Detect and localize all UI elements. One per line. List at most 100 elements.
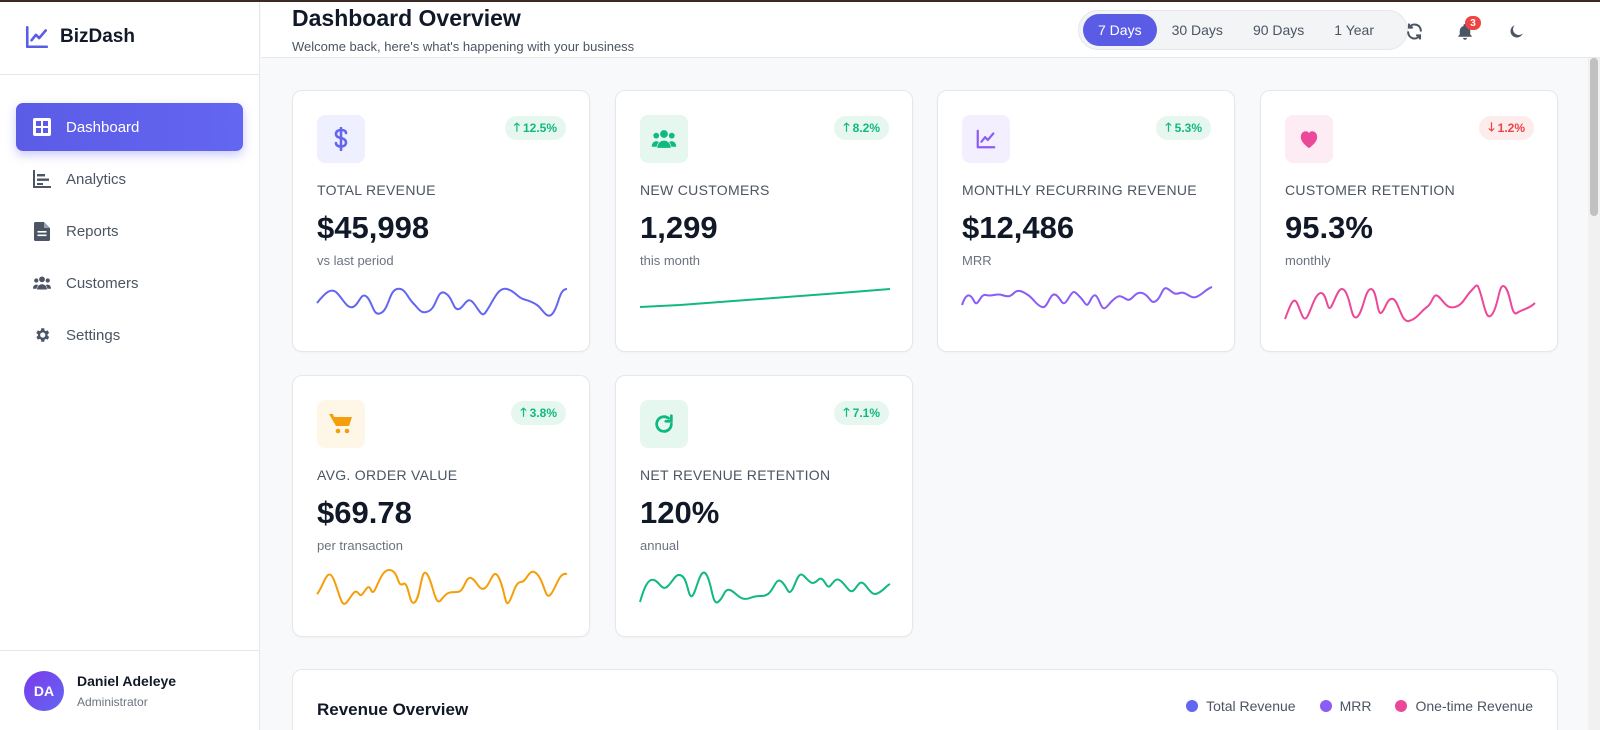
legend-item-mrr[interactable]: MRR (1319, 698, 1372, 714)
sidebar-item-analytics[interactable]: Analytics (16, 155, 243, 203)
sidebar-item-label: Customers (66, 274, 139, 292)
card-value: $12,486 (962, 210, 1075, 245)
dollar-icon (334, 127, 348, 151)
sidebar-item-customers[interactable]: Customers (16, 259, 243, 307)
change-value: 5.3% (1174, 121, 1202, 135)
gear-icon (33, 326, 51, 344)
card-subtext: per transaction (317, 538, 403, 553)
card-icon-box (640, 115, 688, 163)
card-label: NEW CUSTOMERS (640, 182, 770, 198)
arrow-up-icon: 🡑 (843, 119, 850, 134)
sparkline (316, 287, 568, 317)
range-90-days-button[interactable]: 90 Days (1252, 22, 1305, 38)
card-value: 1,299 (640, 210, 718, 245)
arrow-up-icon: 🡑 (513, 119, 520, 134)
change-badge: 🡑 7.1% (834, 401, 889, 425)
user-profile[interactable]: DA Daniel Adeleye Administrator (0, 650, 259, 730)
users-icon (651, 130, 677, 148)
page-title: Dashboard Overview (292, 5, 521, 31)
card-label: NET REVENUE RETENTION (640, 467, 831, 483)
sparkline (639, 571, 891, 604)
sidebar-item-label: Reports (66, 222, 119, 240)
range-7-days-button[interactable]: 7 Days (1083, 14, 1157, 46)
change-value: 7.1% (852, 406, 880, 420)
change-badge: 🡑 12.5% (504, 116, 566, 140)
brand-name: BizDash (60, 26, 135, 47)
scrollbar-track[interactable] (1588, 58, 1600, 730)
range-30-days-button[interactable]: 30 Days (1171, 22, 1223, 38)
arrow-down-icon: 🡓 (1488, 119, 1495, 134)
moon-icon (1509, 24, 1523, 38)
card-icon-box (962, 115, 1010, 163)
card-icon-box (640, 400, 688, 448)
arrow-up-icon: 🡑 (520, 404, 527, 419)
sparkline (639, 288, 891, 308)
card-icon-box (1285, 115, 1333, 163)
card-value: $45,998 (317, 210, 430, 245)
line-chart-icon (976, 129, 996, 149)
refresh-icon (1406, 22, 1422, 40)
metric-card-new-customers[interactable]: 🡑 8.2% NEW CUSTOMERS 1,299 this month (615, 90, 913, 352)
card-value: 95.3% (1285, 210, 1373, 245)
sidebar-item-reports[interactable]: Reports (16, 207, 243, 255)
change-value: 12.5% (522, 121, 557, 135)
legend-item-one-time-revenue[interactable]: One-time Revenue (1395, 698, 1533, 714)
card-label: CUSTOMER RETENTION (1285, 182, 1456, 198)
card-label: TOTAL REVENUE (317, 182, 436, 198)
card-subtext: monthly (1285, 253, 1331, 268)
sparkline (1284, 284, 1536, 323)
refresh-icon (655, 414, 673, 433)
revenue-overview-panel: Revenue Overview Total Revenue MRR One-t… (292, 669, 1558, 730)
metric-card-avg-order-value[interactable]: 🡑 3.8% AVG. ORDER VALUE $69.78 per transa… (292, 375, 590, 637)
chart-legend: Total Revenue MRR One-time Revenue (1186, 698, 1533, 714)
change-value: 1.2% (1497, 121, 1525, 135)
scrollbar-thumb[interactable] (1590, 58, 1598, 216)
brand[interactable]: BizDash (0, 0, 259, 75)
range-1-year-button[interactable]: 1 Year (1334, 22, 1375, 38)
notification-count-badge: 3 (1465, 16, 1481, 30)
sidebar-item-label: Dashboard (66, 118, 140, 136)
change-badge: 🡑 3.8% (511, 401, 566, 425)
change-value: 8.2% (852, 121, 880, 135)
user-role: Administrator (77, 694, 148, 709)
file-icon (33, 221, 51, 241)
card-value: 120% (640, 495, 720, 530)
legend-item-total-revenue[interactable]: Total Revenue (1186, 698, 1296, 714)
user-name: Daniel Adeleye (77, 672, 177, 689)
sidebar-item-dashboard[interactable]: Dashboard (16, 103, 243, 151)
arrow-up-icon: 🡑 (843, 404, 850, 419)
card-label: AVG. ORDER VALUE (317, 467, 458, 483)
legend-dot (1186, 700, 1199, 712)
sparkline (316, 568, 568, 605)
card-label: MONTHLY RECURRING REVENUE (962, 182, 1197, 198)
dark-mode-toggle[interactable] (1505, 20, 1527, 42)
metric-card-total-revenue[interactable]: 🡑 12.5% TOTAL REVENUE $45,998 vs last per… (292, 90, 590, 352)
legend-label: One-time Revenue (1415, 698, 1533, 714)
window-top-border (0, 0, 1600, 2)
sidebar-item-label: Settings (66, 326, 121, 344)
change-value: 3.8% (529, 406, 557, 420)
page-subtitle: Welcome back, here's what's happening wi… (292, 39, 635, 54)
legend-label: MRR (1339, 698, 1372, 714)
notifications-button[interactable]: 3 (1454, 16, 1481, 42)
avatar: DA (24, 670, 64, 711)
line-chart-icon (25, 25, 49, 49)
sidebar: BizDash Dashboard Analytics Reports Cust… (0, 0, 260, 730)
legend-dot (1395, 700, 1408, 712)
card-value: $69.78 (317, 495, 412, 530)
metric-card-customer-retention[interactable]: 🡓 1.2% CUSTOMER RETENTION 95.3% monthly (1260, 90, 1558, 352)
arrow-up-icon: 🡑 (1165, 119, 1172, 134)
heart-icon (1300, 131, 1318, 149)
metric-card-net-revenue-retention[interactable]: 🡑 7.1% NET REVENUE RETENTION 120% annual (615, 375, 913, 637)
sidebar-item-label: Analytics (66, 170, 127, 188)
change-badge: 🡓 1.2% (1479, 116, 1534, 140)
users-icon (33, 274, 51, 292)
change-badge: 🡑 8.2% (834, 116, 889, 140)
sidebar-nav: Dashboard Analytics Reports Customers Se… (0, 75, 259, 359)
sidebar-item-settings[interactable]: Settings (16, 311, 243, 359)
card-subtext: MRR (962, 253, 992, 268)
metric-card-mrr[interactable]: 🡑 5.3% MONTHLY RECURRING REVENUE $12,486 … (937, 90, 1235, 352)
top-header: Dashboard Overview Welcome back, here's … (261, 2, 1600, 58)
legend-dot (1319, 700, 1332, 712)
refresh-button[interactable] (1403, 20, 1425, 42)
